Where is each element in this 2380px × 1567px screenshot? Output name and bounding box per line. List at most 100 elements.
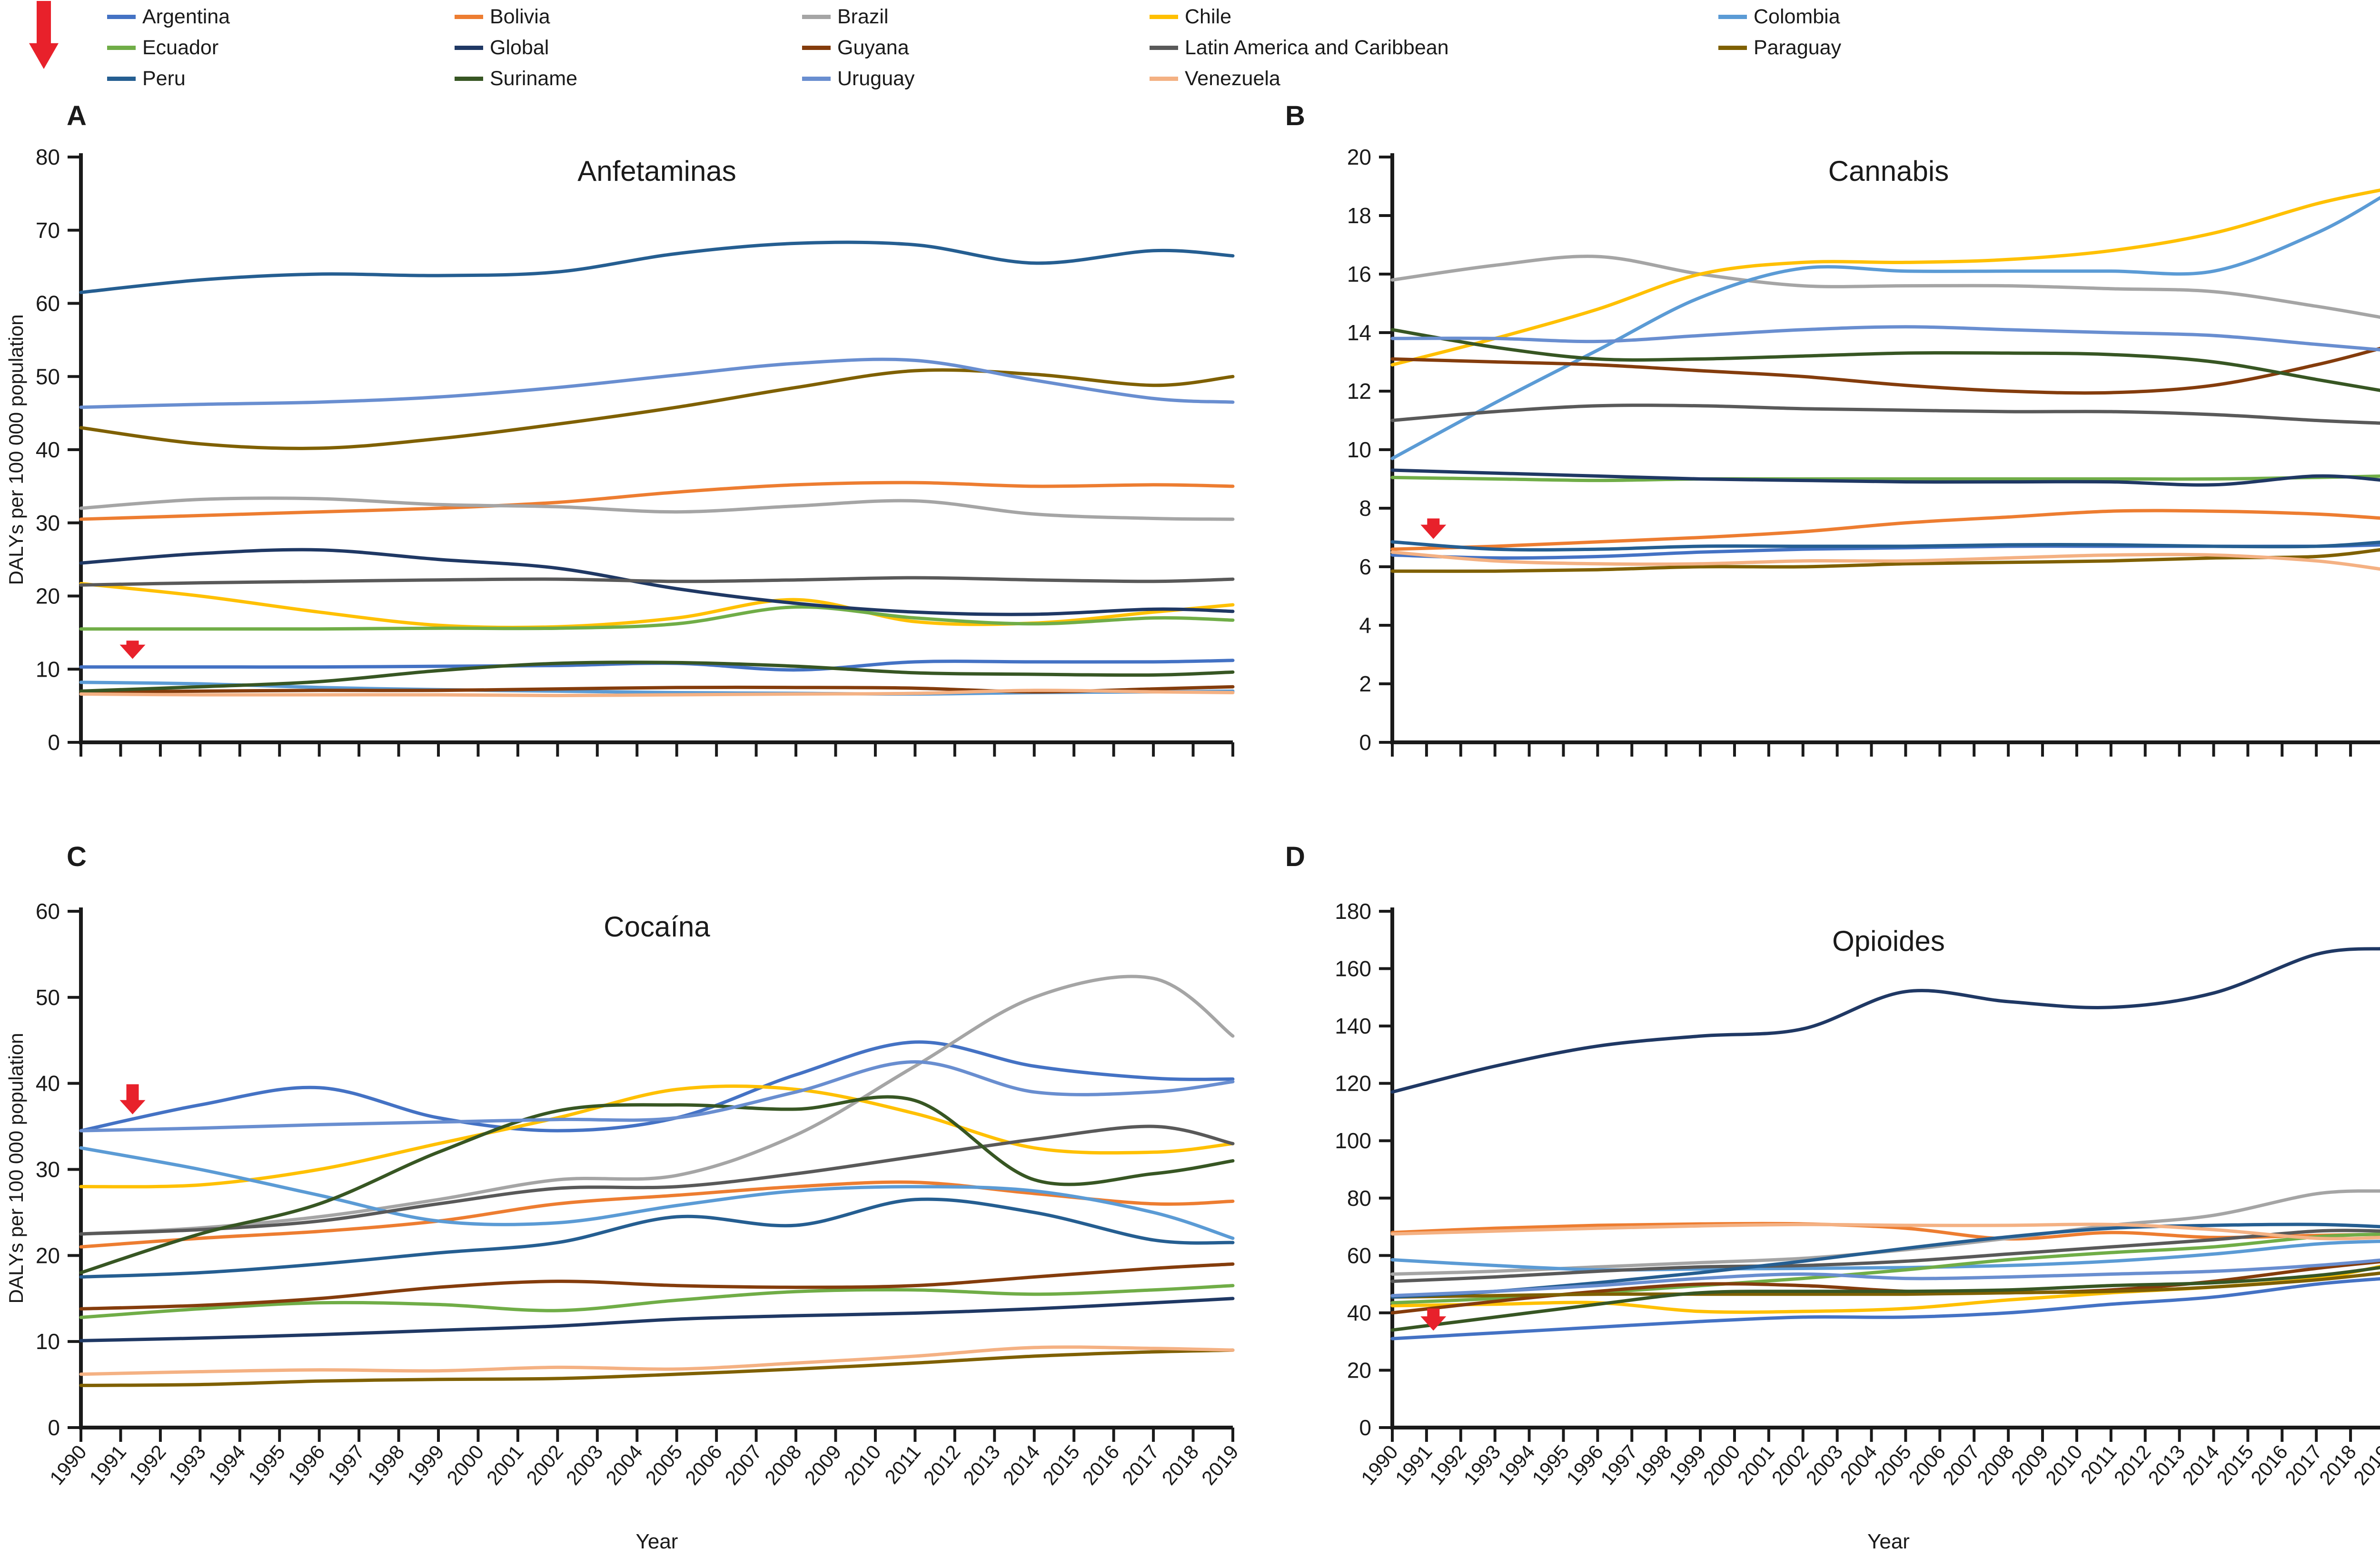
legend-label: Venezuela	[1185, 67, 1280, 90]
red-arrow-icon	[29, 1, 59, 69]
legend-swatch-icon	[1150, 76, 1178, 81]
legend-swatch-icon	[802, 45, 831, 50]
x-tick-label: 2001	[1733, 1441, 1779, 1489]
x-tick-label: 1999	[1665, 1441, 1710, 1489]
y-tick-label: 20	[1347, 1358, 1371, 1382]
x-tick-label: 2005	[641, 1441, 687, 1489]
legend-swatch-icon	[1718, 14, 1747, 19]
legend-label: Suriname	[490, 67, 578, 90]
y-axis-ticks: 0 10 20 30 40 50 60	[36, 899, 81, 1440]
red-arrow-icon	[1420, 1308, 1447, 1331]
series-line-peru	[79, 240, 1235, 294]
x-tick-label: 2015	[1038, 1441, 1084, 1489]
legend-item-venezuela: Venezuela	[1150, 66, 1280, 91]
legend-swatch-icon	[107, 45, 136, 50]
x-tick-label: 2003	[1801, 1441, 1847, 1489]
series-line-suriname	[79, 660, 1235, 693]
panel-c-red-arrow	[119, 1084, 146, 1114]
series-line-suriname	[79, 1095, 1235, 1274]
panel-title-opioides: Opioides	[1832, 925, 1945, 957]
legend-swatch-icon	[455, 14, 483, 19]
x-tick-label: 2006	[1904, 1441, 1950, 1489]
y-tick-label: 60	[36, 899, 60, 924]
legend-item-peru: Peru	[107, 66, 186, 91]
x-tick-label: 2009	[800, 1441, 845, 1489]
x-tick-label: 2017	[2281, 1441, 2326, 1489]
x-tick-label: 2014	[2178, 1441, 2223, 1489]
legend-label: Global	[490, 36, 549, 59]
series-line-uruguay	[1390, 325, 2380, 352]
y-tick-label: 60	[1347, 1243, 1371, 1268]
series-line-suriname	[1390, 1266, 2380, 1332]
x-axis-ticks: 1990199119921993199419951996199719981999…	[45, 1428, 1243, 1489]
panel-c-plot: 0102030405060199019911992199319941995199…	[36, 899, 1243, 1489]
x-tick-label: 2004	[601, 1441, 647, 1489]
x-tick-label: 1992	[1425, 1441, 1471, 1489]
legend-swatch-icon	[107, 14, 136, 19]
series-line-argentina	[79, 1040, 1235, 1133]
x-tick-label: 2013	[2143, 1441, 2189, 1489]
x-tick-label: 1996	[284, 1441, 329, 1489]
y-tick-label: 14	[1347, 320, 1371, 345]
series-line-colombia	[1390, 1240, 2380, 1272]
y-tick-label: 0	[1359, 730, 1371, 755]
series-line-venezuela	[79, 689, 1235, 698]
series-line-latin-america-and-caribbean	[1390, 1229, 2380, 1283]
axis-line	[79, 907, 1233, 1429]
panel-d-plot: 0 20 40 60 80 100 120 140 160 180 1990199119921993…	[1335, 899, 2380, 1489]
series-line-global	[1390, 468, 2380, 487]
x-tick-label: 2010	[840, 1441, 885, 1489]
panel-b-plot: 0 2 4 6 8 10 12 14 16 18 20	[1347, 145, 2380, 757]
legend-item-guyana: Guyana	[802, 35, 909, 60]
y-tick-label: 0	[1359, 1415, 1371, 1440]
red-arrow-icon	[119, 1084, 146, 1114]
x-tick-label: 1990	[1357, 1441, 1402, 1489]
series-line-colombia	[1390, 196, 2380, 460]
y-tick-label: 50	[36, 364, 60, 389]
y-tick-label: 6	[1359, 554, 1371, 579]
series-line-uruguay	[1390, 1258, 2380, 1298]
legend-swatch-icon	[107, 76, 136, 81]
series-line-suriname	[1390, 328, 2380, 392]
series-line-paraguay	[1390, 548, 2380, 573]
legend-item-suriname: Suriname	[455, 66, 577, 91]
y-tick-label: 20	[36, 1243, 60, 1268]
x-tick-label: 2016	[1078, 1441, 1123, 1489]
y-tick-label: 80	[36, 145, 60, 169]
y-tick-label: 180	[1335, 899, 1371, 924]
series-line-colombia	[79, 1146, 1235, 1240]
x-tick-label: 2013	[959, 1441, 1004, 1489]
legend-label: Guyana	[837, 36, 909, 59]
series-line-global	[1390, 947, 2380, 1094]
legend-label: Bolivia	[490, 5, 550, 28]
series-line-venezuela	[1390, 550, 2380, 571]
series-line-guyana	[79, 1262, 1235, 1311]
y-tick-label: 10	[36, 1329, 60, 1354]
x-tick-label: 2002	[522, 1441, 567, 1489]
series-line-bolivia	[79, 1180, 1235, 1249]
x-tick-label: 2005	[1870, 1441, 1915, 1489]
legend-label: Latin America and Caribbean	[1185, 36, 1449, 59]
x-tick-label: 1995	[244, 1441, 289, 1489]
y-tick-label: 160	[1335, 956, 1371, 981]
series-line-paraguay	[79, 368, 1235, 450]
legend-swatch-icon	[455, 76, 483, 81]
panel-title-cannabis: Cannabis	[1828, 155, 1949, 187]
y-tick-label: 50	[36, 985, 60, 1010]
x-tick-label: 1995	[1527, 1441, 1573, 1489]
y-tick-label: 4	[1359, 613, 1371, 638]
x-tick-label: 2010	[2041, 1441, 2087, 1489]
series-line-peru	[1390, 540, 2380, 552]
x-tick-label: 2002	[1767, 1441, 1813, 1489]
x-tick-label: 2017	[1118, 1441, 1163, 1489]
legend-label: Argentina	[142, 5, 230, 28]
y-tick-label: 40	[1347, 1301, 1371, 1325]
series-line-chile	[79, 581, 1235, 630]
y-tick-label: 16	[1347, 262, 1371, 286]
series-line-chile	[1390, 188, 2380, 367]
x-tick-label: 2006	[681, 1441, 726, 1489]
x-tick-label: 2012	[2110, 1441, 2155, 1489]
legend-item-uruguay: Uruguay	[802, 66, 915, 91]
panel-d-red-arrow	[1420, 1308, 1447, 1331]
series-line-ecuador	[79, 605, 1235, 631]
